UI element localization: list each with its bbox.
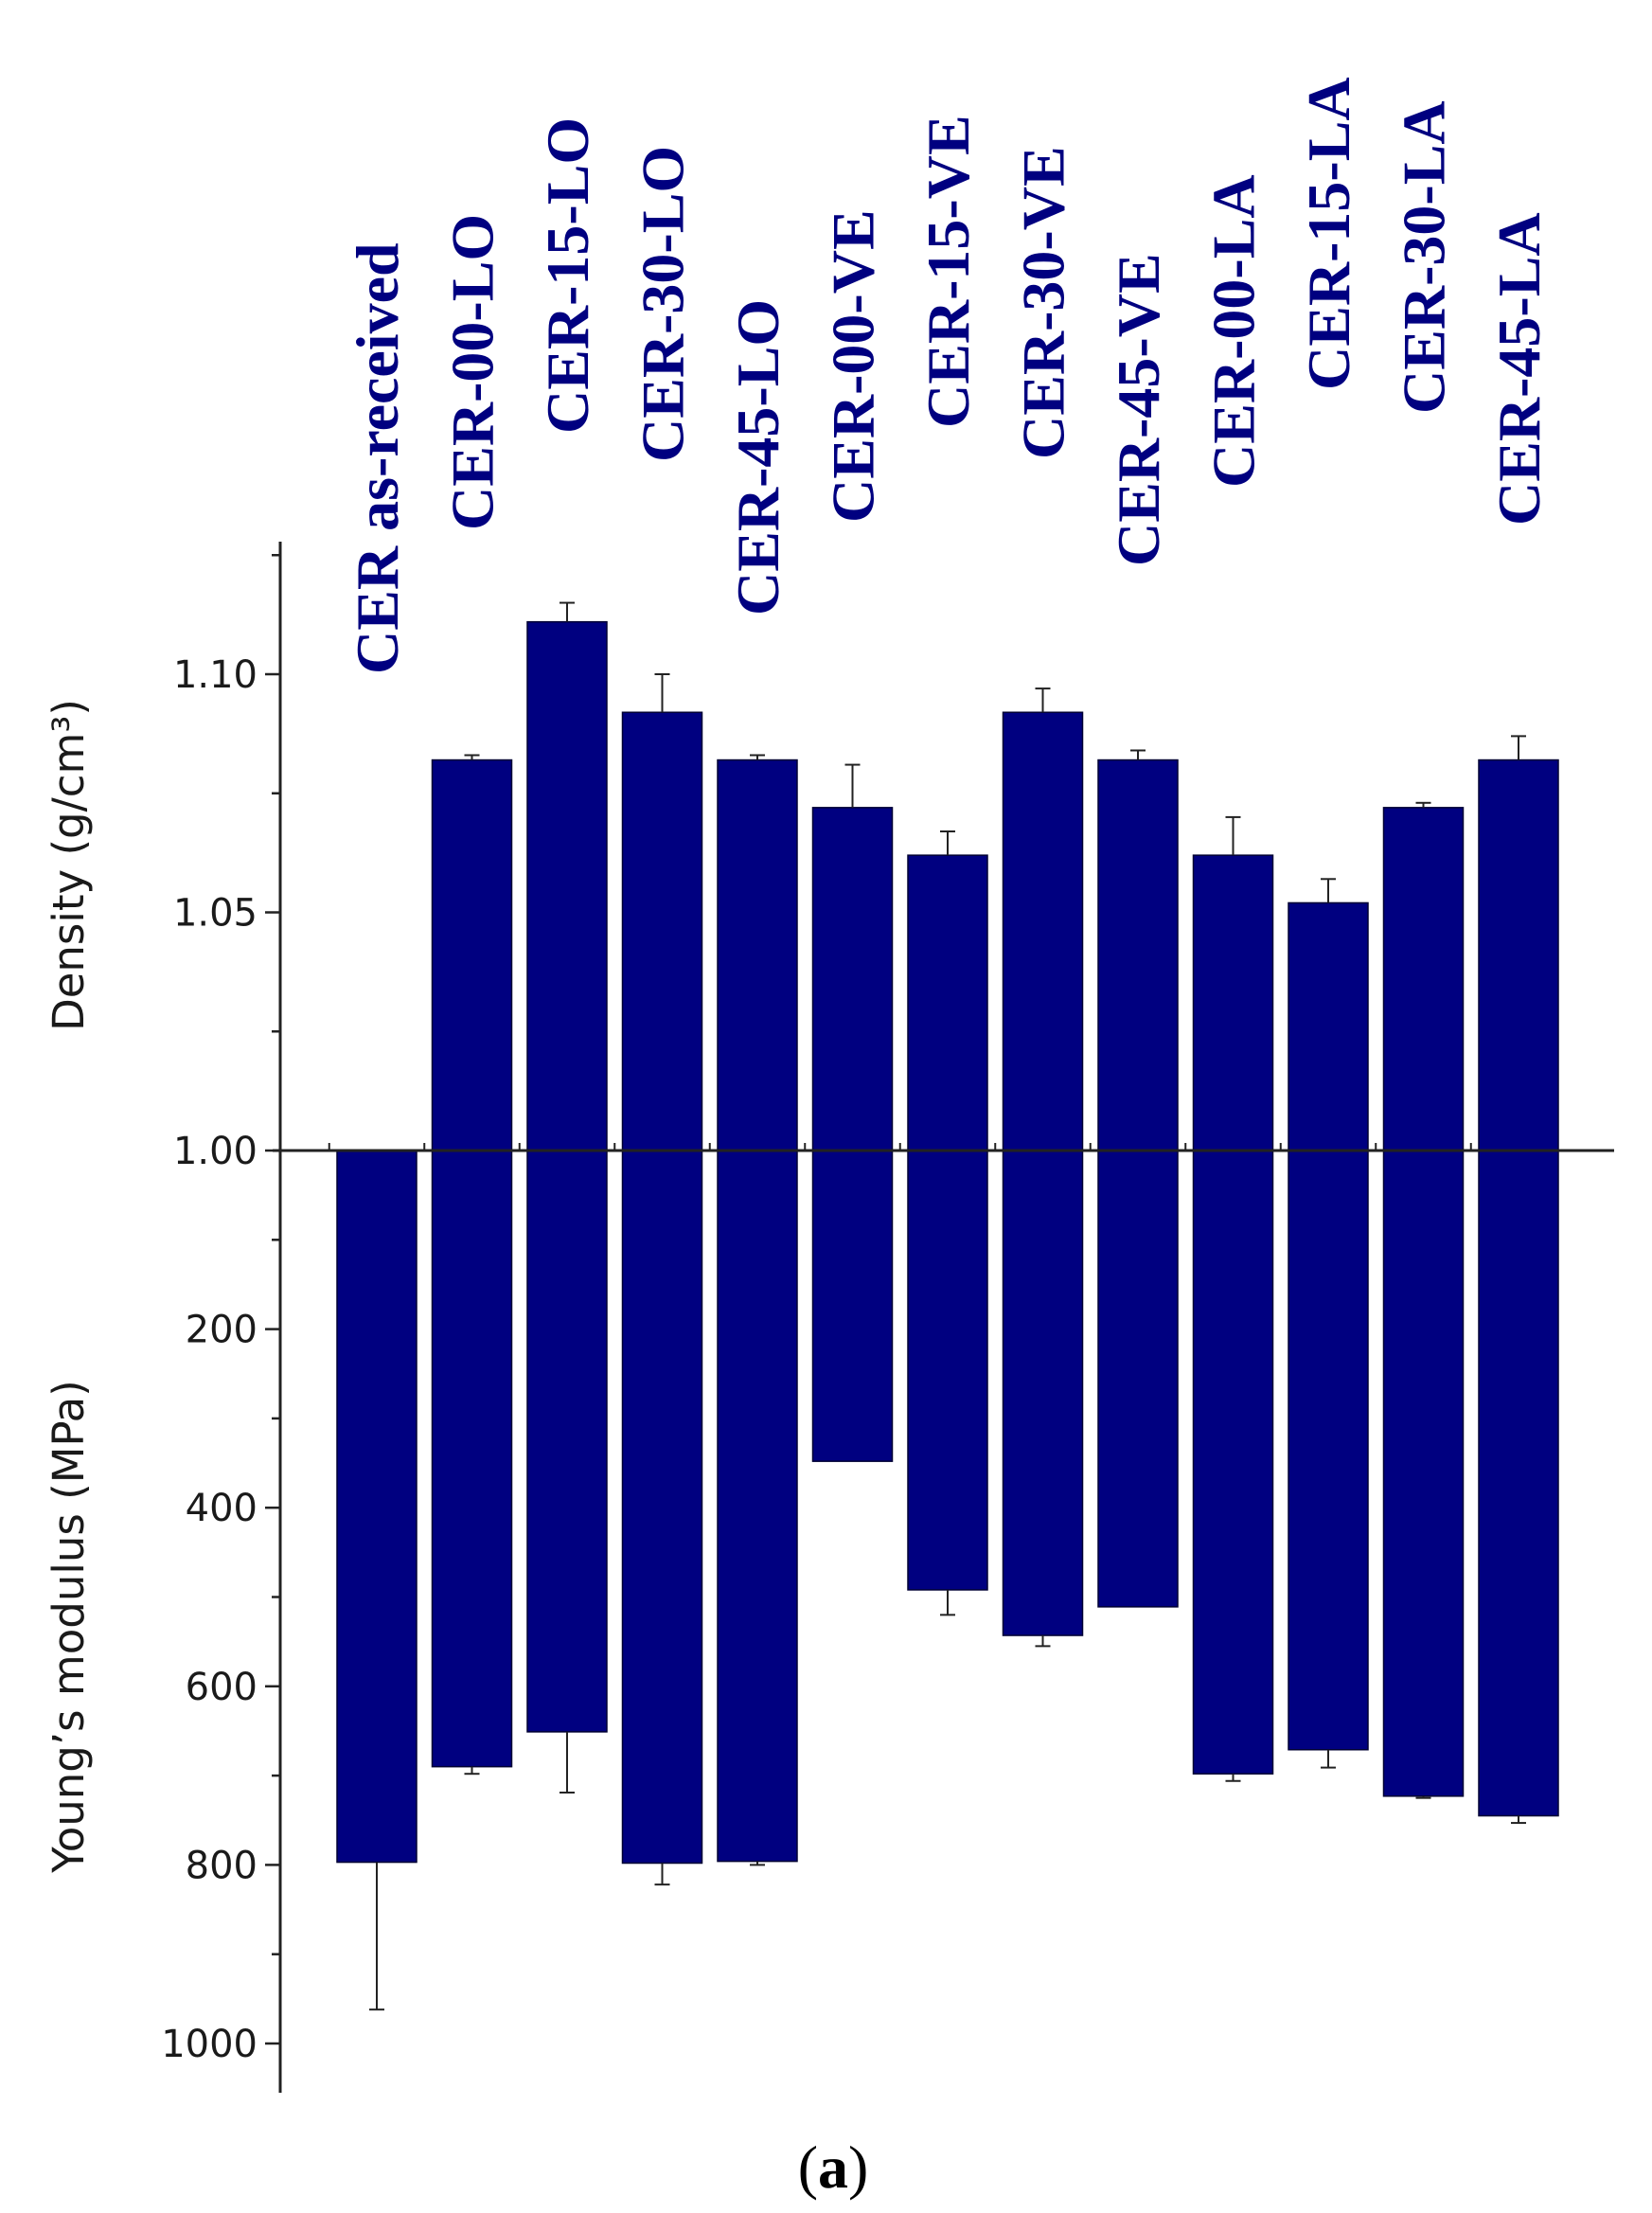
density-bars — [431, 601, 1559, 1151]
density-axis-title: Density (g/cm³) — [44, 699, 94, 1031]
density-bar — [811, 807, 894, 1151]
density-bar — [1097, 758, 1179, 1151]
modulus-bar — [431, 1150, 513, 1768]
modulus-bar — [717, 1150, 798, 1863]
density-bar — [1288, 901, 1369, 1151]
density-bar — [431, 758, 513, 1151]
modulus-bar — [1288, 1150, 1369, 1751]
modulus-bar — [1382, 1150, 1465, 1797]
density-bar — [1478, 758, 1559, 1151]
density-tick-label: 1.10 — [173, 653, 258, 697]
density-bar — [907, 854, 988, 1151]
category-label: CER-15-LO — [534, 117, 601, 434]
modulus-bar — [621, 1150, 703, 1865]
category-label: CER-45-LO — [724, 299, 791, 616]
density-bar — [1002, 711, 1084, 1151]
modulus-bar — [336, 1150, 417, 1864]
category-label: CER-30-VE — [1010, 146, 1077, 459]
modulus-bar — [1002, 1150, 1084, 1636]
density-bar — [717, 758, 798, 1151]
density-bar — [621, 711, 703, 1151]
tick-labels: 1.00 1.05 1.10 200 400 600 800 1000 — [161, 653, 258, 2066]
modulus-bar — [907, 1150, 988, 1591]
modulus-bar — [1097, 1150, 1179, 1608]
category-label: CER-30-LO — [630, 146, 697, 462]
category-label: CER-00-LA — [1200, 174, 1268, 488]
category-label: CER-15-VE — [915, 115, 982, 428]
modulus-bar — [1478, 1150, 1559, 1817]
category-label: CER as-received — [344, 242, 411, 674]
category-label: CER-00-VE — [820, 209, 887, 523]
modulus-bar — [1192, 1150, 1274, 1775]
modulus-tick-label: 400 — [186, 1487, 258, 1530]
category-labels: CER as-received CER-00-LO CER-15-LO CER-30-… — [344, 77, 1553, 674]
modulus-tick-label: 200 — [186, 1309, 258, 1352]
modulus-tick-label: 800 — [186, 1844, 258, 1887]
modulus-axis-title: Young’s modulus (MPa) — [44, 1380, 94, 1874]
category-label: CER-30-LA — [1391, 100, 1458, 414]
axes — [265, 542, 1614, 2093]
category-label: CER-45-LA — [1485, 212, 1553, 526]
modulus-bars — [336, 1150, 1559, 2011]
density-bar — [526, 620, 608, 1151]
density-bar — [1382, 807, 1465, 1151]
panel-label: (a) — [798, 2133, 869, 2201]
density-bar — [1192, 854, 1274, 1151]
category-label: CER-00-LO — [439, 214, 506, 530]
modulus-bar — [811, 1150, 894, 1462]
category-label: CER-45-VE — [1105, 253, 1172, 566]
modulus-bar — [526, 1150, 608, 1733]
modulus-tick-label: 600 — [186, 1666, 258, 1709]
category-label: CER-15-LA — [1295, 77, 1362, 390]
modulus-tick-label: 1000 — [161, 2023, 258, 2066]
density-tick-label: 1.05 — [173, 892, 258, 936]
density-tick-label: 1.00 — [173, 1130, 258, 1173]
